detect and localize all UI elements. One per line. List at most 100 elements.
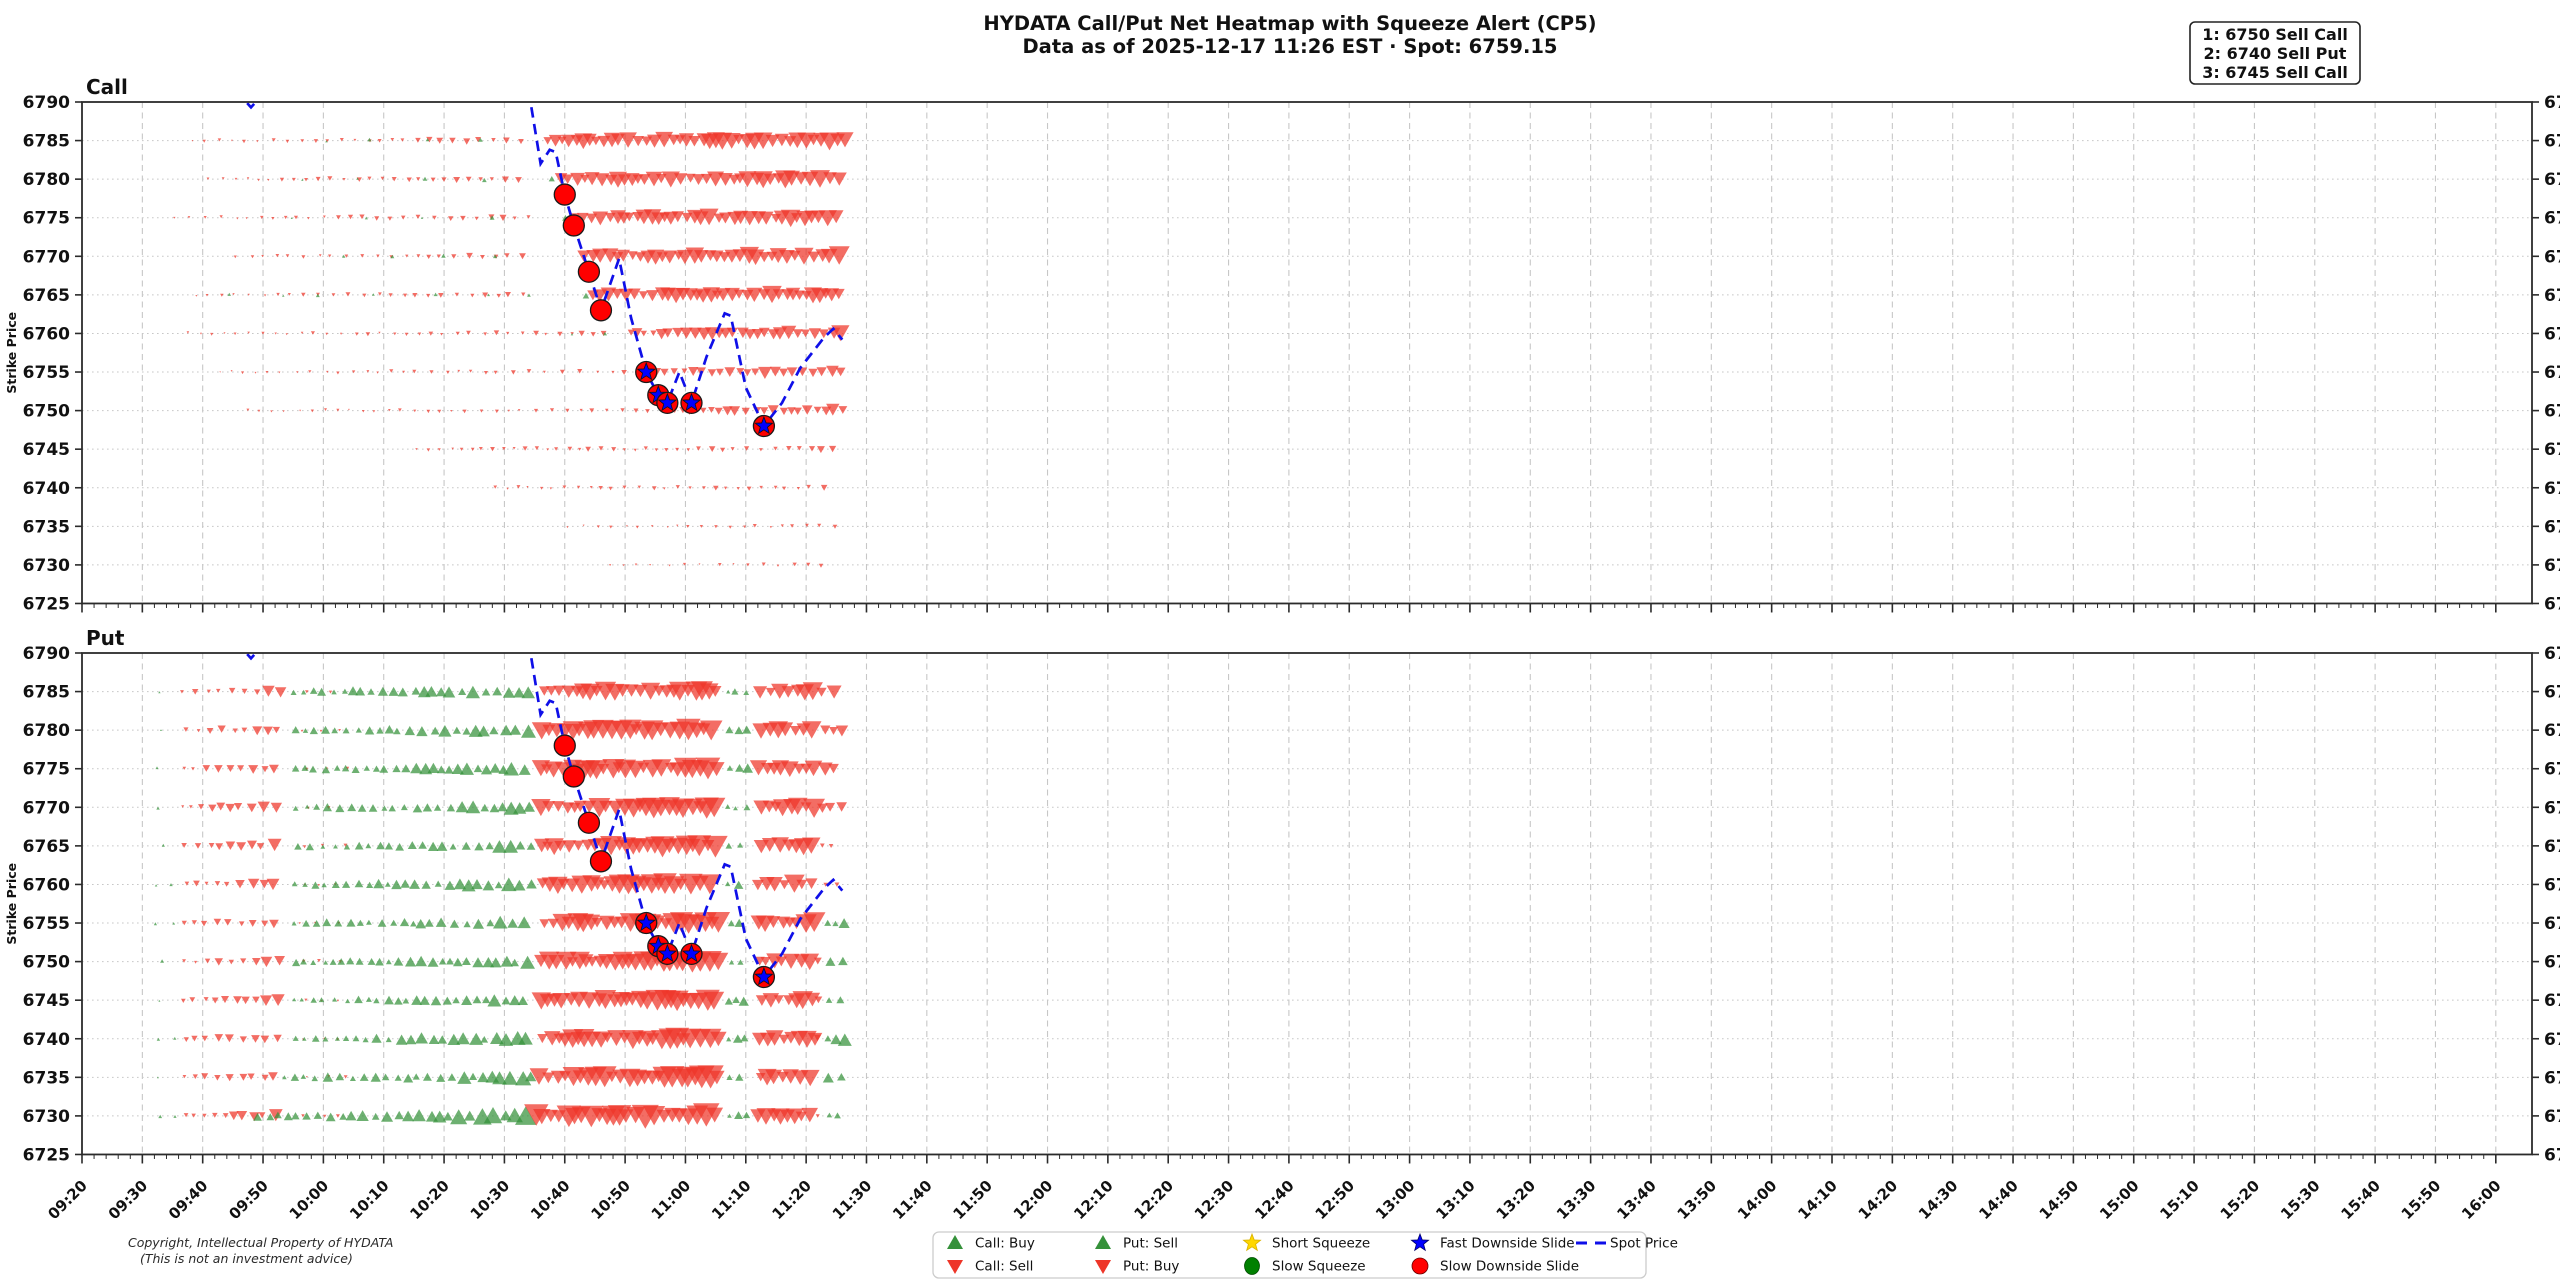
fast-downside-slide-marker xyxy=(656,942,679,966)
annotation-line-2: 2: 6740 Sell Put xyxy=(2204,44,2347,63)
y-tick-label: 6775 xyxy=(23,209,70,229)
y-tick-label: 6770 xyxy=(2544,798,2560,818)
chart-title: HYDATA Call/Put Net Heatmap with Squeeze… xyxy=(983,12,1596,35)
y-tick-label: 6725 xyxy=(23,1145,70,1165)
legend-frame xyxy=(932,1231,1647,1279)
y-tick-label: 6790 xyxy=(23,93,70,113)
call-y-axis-label: Strike Price xyxy=(4,312,19,394)
y-tick-label: 6755 xyxy=(23,914,70,934)
legend-item-label: Slow Downside Slide xyxy=(1440,1259,1579,1275)
y-tick-label: 6750 xyxy=(23,402,70,422)
fast-downside-slide-marker xyxy=(635,911,658,935)
y-tick-label: 6730 xyxy=(2544,556,2560,576)
y-tick-label: 6760 xyxy=(23,875,70,895)
y-tick-label: 6740 xyxy=(2544,479,2560,499)
y-tick-label: 6780 xyxy=(23,170,70,190)
slow-downside-slide-marker xyxy=(577,260,601,283)
y-tick-label: 6755 xyxy=(23,363,70,383)
slow-downside-slide-marker xyxy=(562,214,585,237)
legend-item: Spot Price xyxy=(1576,1236,1678,1252)
y-tick-label: 6750 xyxy=(23,953,70,973)
put-y-axis-label: Strike Price xyxy=(4,863,19,945)
chart-subtitle: Data as of 2025-12-17 11:26 EST · Spot: … xyxy=(1023,35,1558,58)
y-tick-label: 6745 xyxy=(23,440,70,460)
y-tick-label: 6785 xyxy=(2544,132,2560,152)
legend-circle-green-icon xyxy=(1244,1257,1260,1275)
y-tick-label: 6785 xyxy=(23,132,70,152)
y-tick-label: 6790 xyxy=(2544,644,2560,664)
slow-downside-slide-marker xyxy=(553,734,576,757)
call-panel-frame xyxy=(81,101,2533,605)
y-tick-label: 6735 xyxy=(23,517,70,537)
y-tick-label: 6770 xyxy=(23,247,70,267)
legend-star-blue-icon xyxy=(1410,1232,1430,1252)
fast-downside-slide-marker xyxy=(680,942,703,966)
put-axis-ticks xyxy=(75,652,2539,1164)
y-tick-label: 6790 xyxy=(23,644,70,664)
put-gridlines xyxy=(82,653,2532,1155)
legend-item: Put: Buy xyxy=(1095,1259,1179,1275)
y-tick-label: 6775 xyxy=(2544,760,2560,780)
call-axis-ticks xyxy=(75,101,2539,613)
y-tick-label: 6765 xyxy=(2544,837,2560,857)
legend-circle-red-icon xyxy=(1411,1257,1429,1275)
annotation-box-frame xyxy=(2189,21,2361,85)
legend-triangle-up-icon xyxy=(947,1235,963,1249)
put-triangle-markers xyxy=(153,681,852,1129)
y-tick-label: 6735 xyxy=(23,1068,70,1088)
fast-downside-slide-marker xyxy=(635,360,658,384)
panels-group: 6790 6790 6785 6785 6780 6780 6775 6775 6770 6770… xyxy=(4,75,2560,1165)
fast-downside-slide-marker xyxy=(752,414,776,438)
legend-item: Call: Buy xyxy=(947,1235,1035,1252)
legend-item: Fast Downside Slide xyxy=(1410,1232,1575,1252)
legend-triangle-up-icon xyxy=(1095,1235,1111,1249)
slow-downside-slide-marker xyxy=(589,299,613,322)
y-tick-label: 6785 xyxy=(2544,683,2560,703)
fast-downside-slide-marker xyxy=(680,391,703,415)
slow-downside-slide-marker xyxy=(577,811,601,834)
legend-item-label: Spot Price xyxy=(1610,1236,1678,1252)
put-slide-markers xyxy=(553,734,776,989)
y-tick-label: 6760 xyxy=(23,324,70,344)
call-panel: 6790 6790 6785 6785 6780 6780 6775 6775 6770 6770… xyxy=(4,75,2560,614)
y-tick-label: 6725 xyxy=(23,594,70,614)
y-tick-label: 6725 xyxy=(2544,594,2560,614)
y-tick-label: 6730 xyxy=(23,1107,70,1127)
y-tick-label: 6780 xyxy=(23,721,70,741)
legend-item: Short Squeeze xyxy=(1242,1232,1370,1252)
legend-item-label: Put: Sell xyxy=(1123,1236,1178,1252)
y-tick-label: 6770 xyxy=(2544,247,2560,267)
put-panel-frame xyxy=(81,652,2533,1156)
y-tick-label: 6745 xyxy=(2544,440,2560,460)
y-tick-label: 6750 xyxy=(2544,953,2560,973)
legend-triangle-down-icon xyxy=(1095,1260,1111,1274)
call-slide-markers xyxy=(553,183,776,438)
y-tick-label: 6760 xyxy=(2544,875,2560,895)
slow-downside-slide-marker xyxy=(589,850,613,873)
y-tick-label: 6745 xyxy=(2544,991,2560,1011)
chart-legend: Call: Buy Call: Sell Put: Sell Put: Buy Shor… xyxy=(932,1231,1678,1279)
put-panel-title: Put xyxy=(86,626,125,650)
y-tick-label: 6755 xyxy=(2544,914,2560,934)
call-gridlines xyxy=(82,102,2532,604)
legend-item-label: Call: Sell xyxy=(975,1259,1033,1275)
y-tick-label: 6730 xyxy=(2544,1107,2560,1127)
put-panel: 6790 6790 6785 6785 6780 6780 6775 6775 6770 6770… xyxy=(4,626,2560,1165)
legend-item-label: Put: Buy xyxy=(1123,1259,1179,1275)
call-triangle-markers xyxy=(173,131,854,568)
legend-star-yellow-icon xyxy=(1242,1232,1262,1252)
annotation-line-3: 3: 6745 Sell Call xyxy=(2202,63,2348,82)
legend-item-label: Short Squeeze xyxy=(1272,1236,1370,1252)
y-tick-label: 6775 xyxy=(2544,209,2560,229)
strategy-annotation-box: 1: 6750 Sell Call 2: 6740 Sell Put 3: 67… xyxy=(2189,21,2361,85)
slow-downside-slide-marker xyxy=(553,183,576,206)
y-tick-label: 6730 xyxy=(23,556,70,576)
y-tick-label: 6755 xyxy=(2544,363,2560,383)
legend-item-label: Call: Buy xyxy=(975,1236,1035,1252)
y-tick-label: 6725 xyxy=(2544,1145,2560,1165)
y-tick-label: 6765 xyxy=(23,286,70,306)
copyright-line2: (This is not an investment advice) xyxy=(140,1251,353,1266)
annotation-line-1: 1: 6750 Sell Call xyxy=(2202,25,2348,44)
legend-item: Slow Squeeze xyxy=(1244,1257,1366,1275)
